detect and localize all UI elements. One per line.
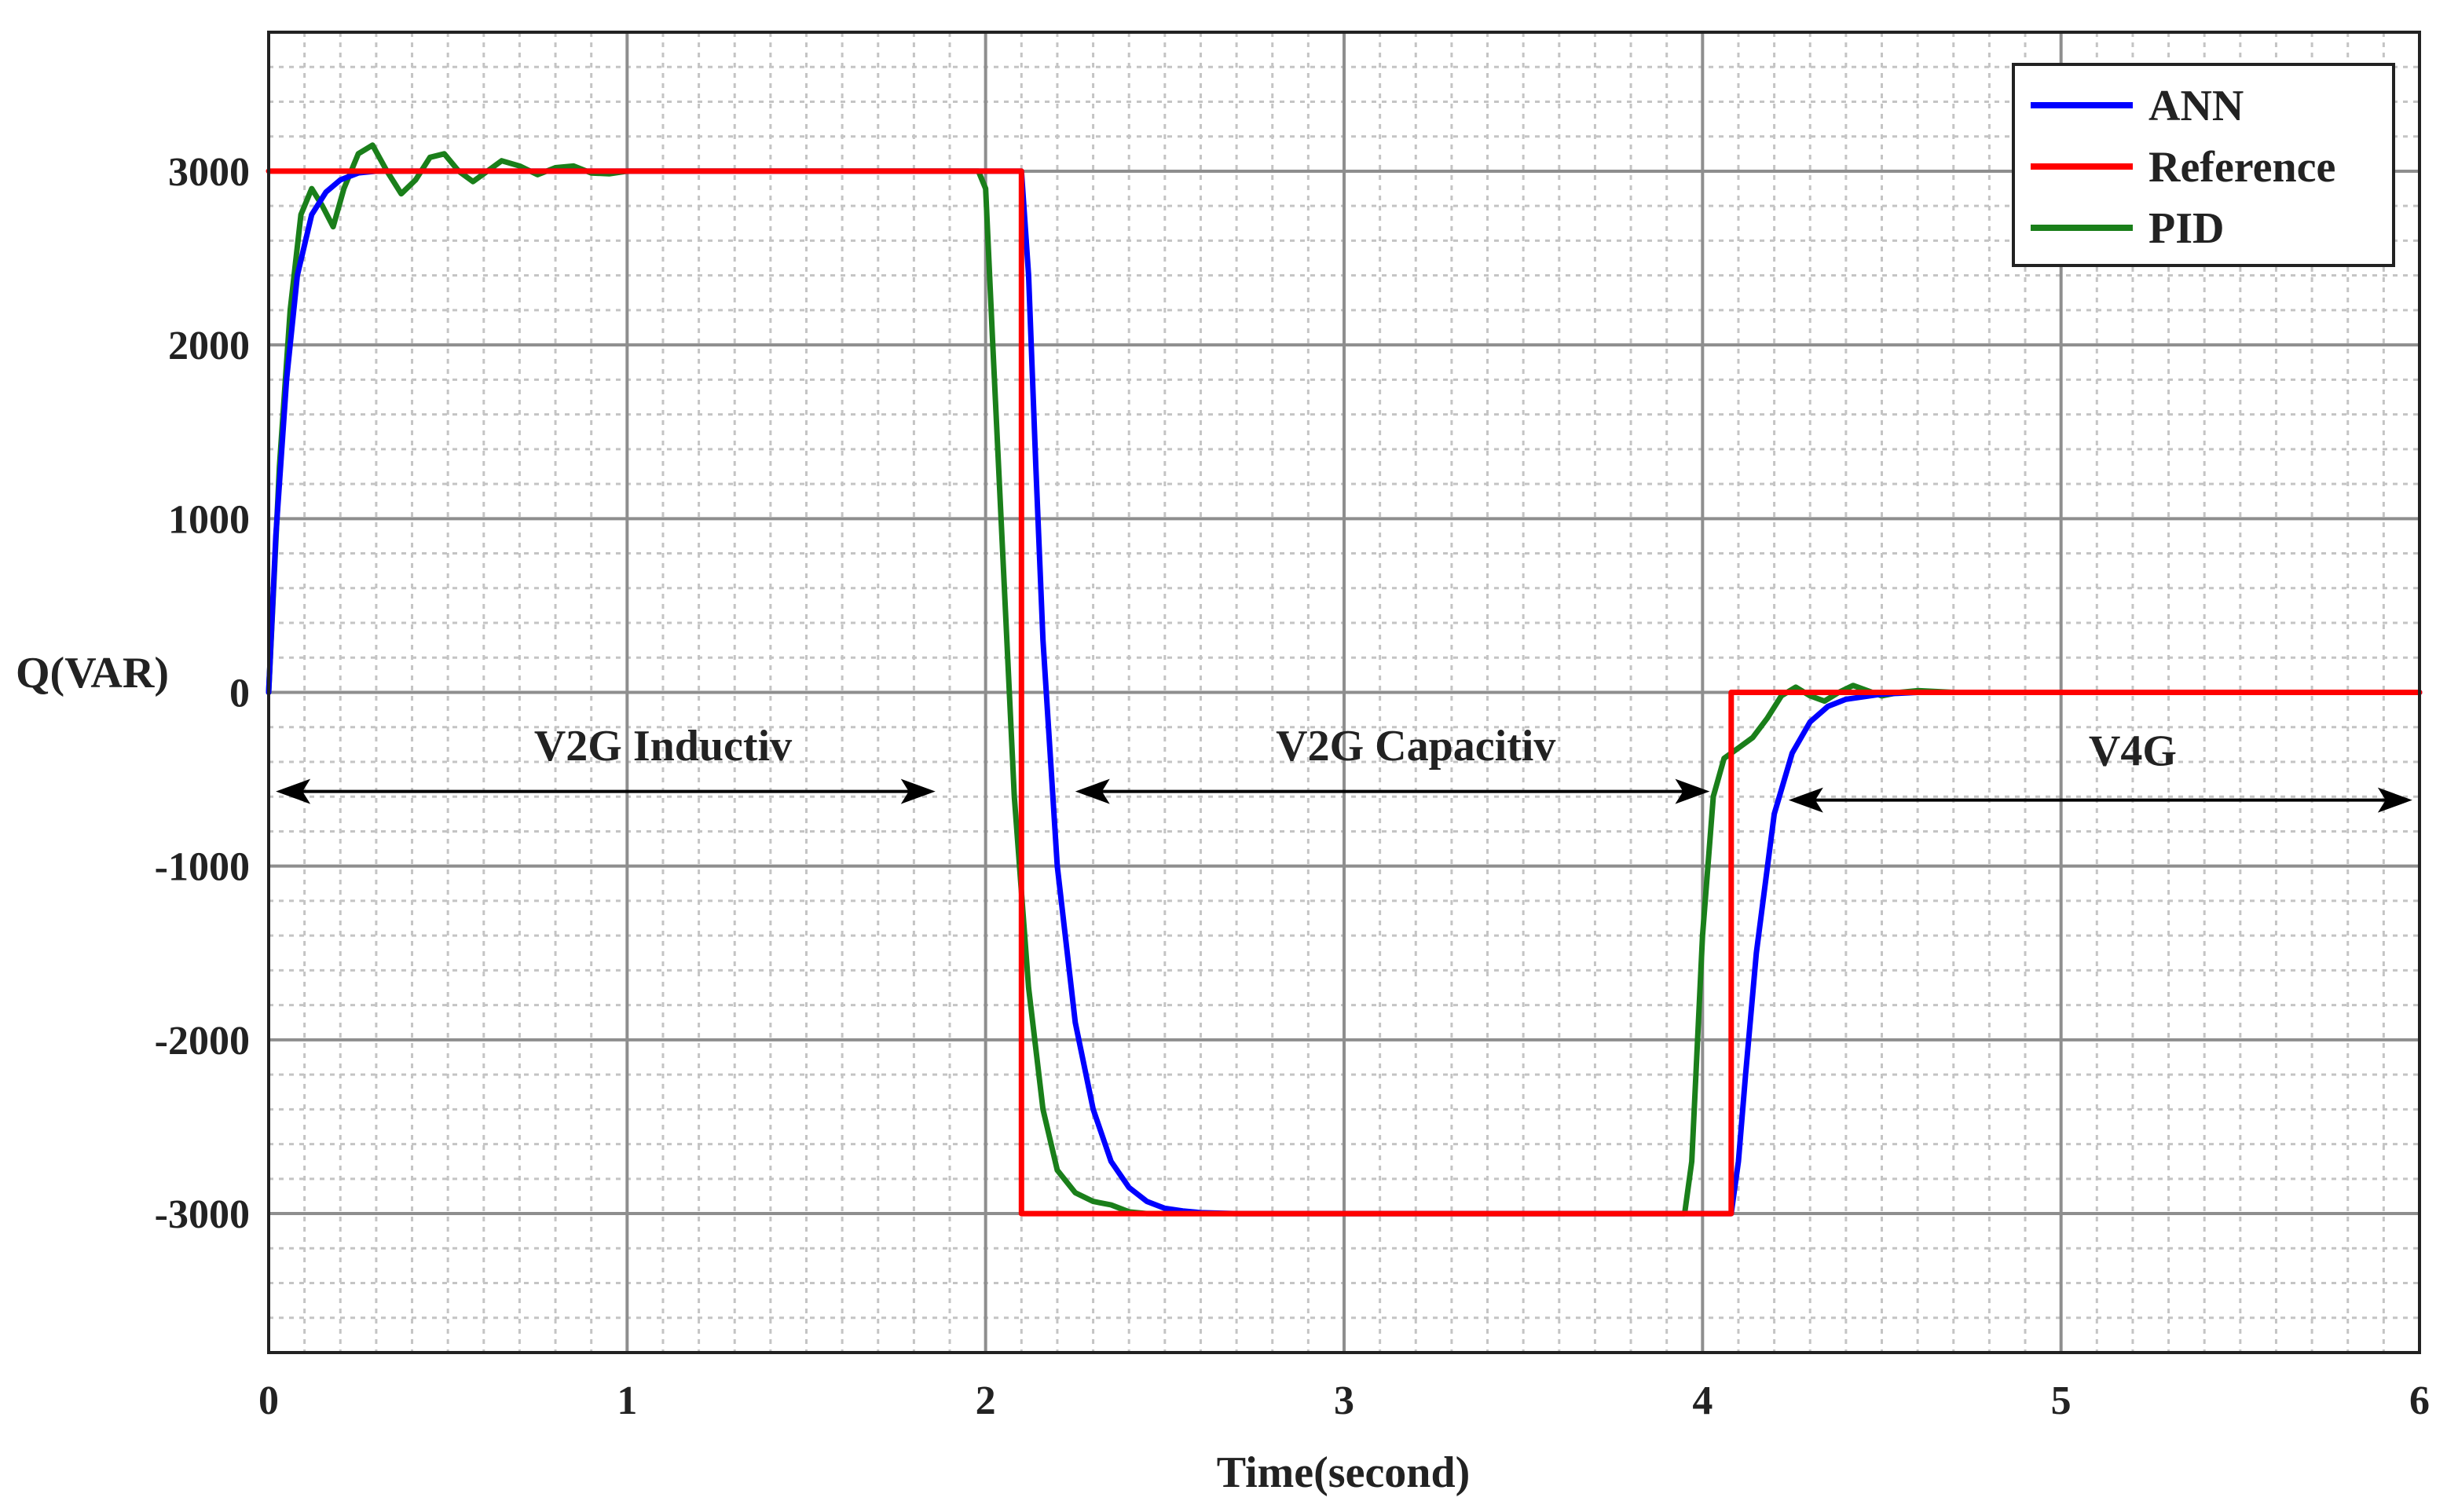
x-tick-label: 5: [2051, 1378, 2072, 1423]
legend-item-pid: PID: [2031, 204, 2224, 253]
annotation-label: V4G: [2089, 727, 2177, 775]
x-tick-label: 1: [617, 1378, 637, 1423]
annotation-arrowhead-left: [276, 778, 311, 804]
y-tick-label: -1000: [155, 845, 250, 890]
y-axis-label: Q(VAR): [16, 649, 169, 697]
x-tick-label: 0: [258, 1378, 279, 1423]
y-tick-label: 1000: [168, 497, 250, 542]
annotation-arrowhead-left: [1788, 787, 1823, 813]
legend-label-ann: ANN: [2148, 82, 2244, 130]
x-tick-label: 4: [1692, 1378, 1713, 1423]
annotations: V2G Inductiv V2G Capacitiv V4G: [276, 722, 2412, 813]
y-tick-label: -2000: [155, 1019, 250, 1064]
annotation-arrowhead-right: [2377, 787, 2412, 813]
x-tick-label: 3: [1334, 1378, 1354, 1423]
legend-label-reference: Reference: [2148, 143, 2335, 192]
legend-label-pid: PID: [2148, 204, 2224, 253]
series-line-ann: [266, 168, 2423, 1217]
annotation-label: V2G Inductiv: [534, 722, 792, 771]
legend-item-reference: Reference: [2031, 143, 2335, 192]
annotation-v2g-capacitiv: V2G Capacitiv: [1075, 722, 1710, 804]
annotation-v2g-inductiv: V2G Inductiv: [276, 722, 936, 804]
tick-labels: 0 1 2 3 4 5 6 3000 2000 1000 0 -1000 -2000 -3000: [155, 150, 2430, 1423]
y-tick-label: -3000: [155, 1192, 250, 1237]
annotation-label: V2G Capacitiv: [1276, 722, 1555, 771]
annotation-arrowhead-left: [1075, 778, 1110, 804]
y-tick-label: 3000: [168, 150, 250, 195]
x-tick-label: 2: [976, 1378, 996, 1423]
annotation-v4g: V4G: [1788, 727, 2412, 813]
series-line-reference: [266, 168, 2423, 1217]
series-line-pid: [266, 142, 2423, 1217]
series-layer: [266, 142, 2423, 1217]
legend-item-ann: ANN: [2031, 82, 2244, 130]
y-tick-label: 0: [229, 672, 250, 716]
annotation-arrowhead-right: [1675, 778, 1710, 804]
y-tick-label: 2000: [168, 324, 250, 368]
x-tick-label: 6: [2409, 1378, 2430, 1423]
plot-area-frame: [267, 31, 2421, 1354]
legend: ANN Reference PID: [2012, 63, 2395, 267]
x-axis-label: Time(second): [1217, 1448, 1471, 1497]
annotation-arrowhead-right: [900, 778, 936, 804]
